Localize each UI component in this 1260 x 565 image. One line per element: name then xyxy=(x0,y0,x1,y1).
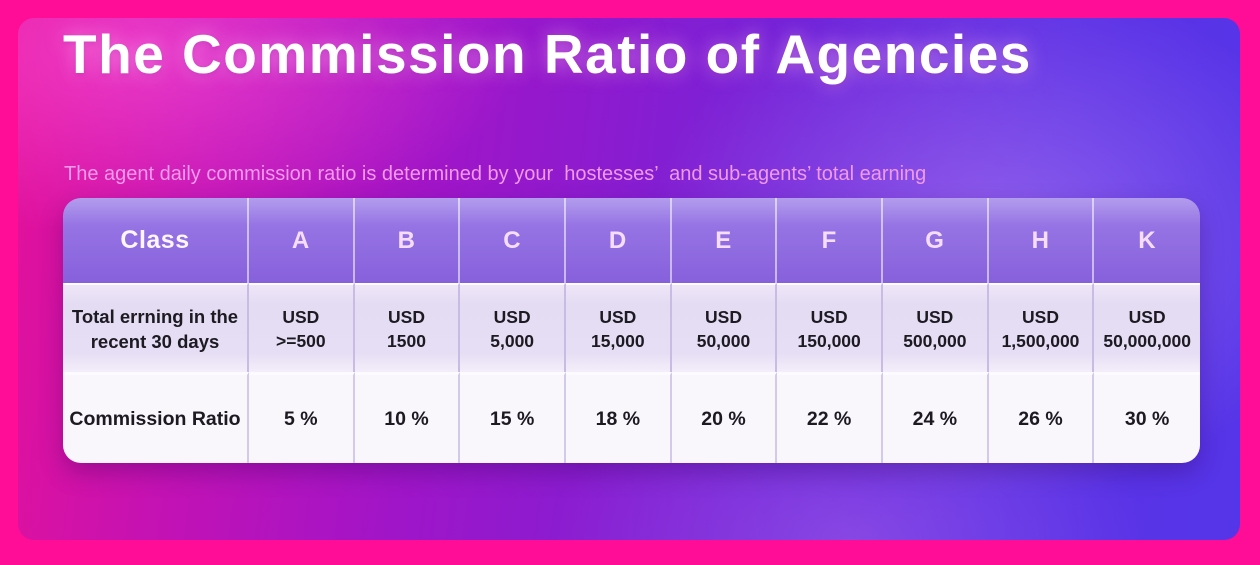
ratio-cell-g: 24 % xyxy=(882,372,989,463)
commission-table: Class A B C D E F G H K Total errning in… xyxy=(63,198,1200,463)
page-title: The Commission Ratio of Agencies xyxy=(63,23,1032,85)
earning-cell-c-amount: 5,000 xyxy=(490,330,535,351)
table-header-a: A xyxy=(249,198,355,283)
table-header-g: G xyxy=(882,198,989,283)
earning-row-label-line1: Total errning in the xyxy=(71,305,239,327)
earning-cell-d-amount: 15,000 xyxy=(591,330,645,351)
earning-cell-h-currency: USD xyxy=(1022,306,1059,327)
earning-cell-h: USD 1,500,000 xyxy=(988,283,1095,372)
earning-cell-h-amount: 1,500,000 xyxy=(1001,330,1080,351)
earning-cell-k-amount: 50,000,000 xyxy=(1103,330,1191,351)
ratio-cell-e: 20 % xyxy=(671,372,778,463)
earning-cell-b: USD 1500 xyxy=(354,283,461,372)
earning-cell-f-currency: USD xyxy=(810,306,848,327)
ratio-cell-d: 18 % xyxy=(565,372,672,463)
earning-row-label-line2: recent 30 days xyxy=(90,330,220,352)
footnote: *For new agents (Registration duration i… xyxy=(64,484,1093,540)
table-header-k: K xyxy=(1094,198,1200,283)
earning-cell-g-currency: USD xyxy=(916,306,954,327)
table-header-c: C xyxy=(460,198,566,283)
earning-cell-f: USD 150,000 xyxy=(777,283,883,372)
earning-cell-b-amount: 1500 xyxy=(387,330,426,351)
subtitle-line1: The agent daily commission ratio is dete… xyxy=(64,163,927,185)
gradient-panel: The Commission Ratio of Agencies The age… xyxy=(18,18,1240,540)
earning-cell-a-currency: USD xyxy=(282,306,320,327)
earning-cell-e-amount: 50,000 xyxy=(696,330,751,351)
ratio-cell-f: 22 % xyxy=(777,372,883,463)
ratio-row-label: Commission Ratio xyxy=(63,372,249,463)
earning-row-label: Total errning in the recent 30 days xyxy=(63,283,249,372)
table-header-f: F xyxy=(777,198,883,283)
ratio-cell-a: 5 % xyxy=(249,372,355,463)
table-header-e: E xyxy=(671,198,778,283)
earning-cell-f-amount: 150,000 xyxy=(797,330,861,351)
table-header-b: B xyxy=(354,198,461,283)
earning-cell-e: USD 50,000 xyxy=(671,283,778,372)
earning-cell-c-currency: USD xyxy=(493,306,531,327)
table-header-h: H xyxy=(988,198,1095,283)
earning-cell-k: USD 50,000,000 xyxy=(1094,283,1200,372)
earning-cell-d: USD 15,000 xyxy=(565,283,672,372)
earning-cell-e-currency: USD xyxy=(705,306,742,327)
earning-cell-a-amount: >=500 xyxy=(276,330,326,351)
earning-cell-g: USD 500,000 xyxy=(882,283,989,372)
table-header-d: D xyxy=(565,198,672,283)
earning-cell-a: USD >=500 xyxy=(249,283,355,372)
earning-cell-c: USD 5,000 xyxy=(460,283,566,372)
ratio-cell-b: 10 % xyxy=(354,372,461,463)
earning-cell-k-currency: USD xyxy=(1128,306,1166,327)
table-header-class: Class xyxy=(63,198,249,283)
ratio-cell-h: 26 % xyxy=(988,372,1095,463)
ratio-cell-c: 15 % xyxy=(460,372,566,463)
ratio-cell-k: 30 % xyxy=(1094,372,1200,463)
earning-cell-b-currency: USD xyxy=(388,306,425,327)
earning-cell-g-amount: 500,000 xyxy=(903,330,967,351)
earning-cell-d-currency: USD xyxy=(599,306,637,327)
